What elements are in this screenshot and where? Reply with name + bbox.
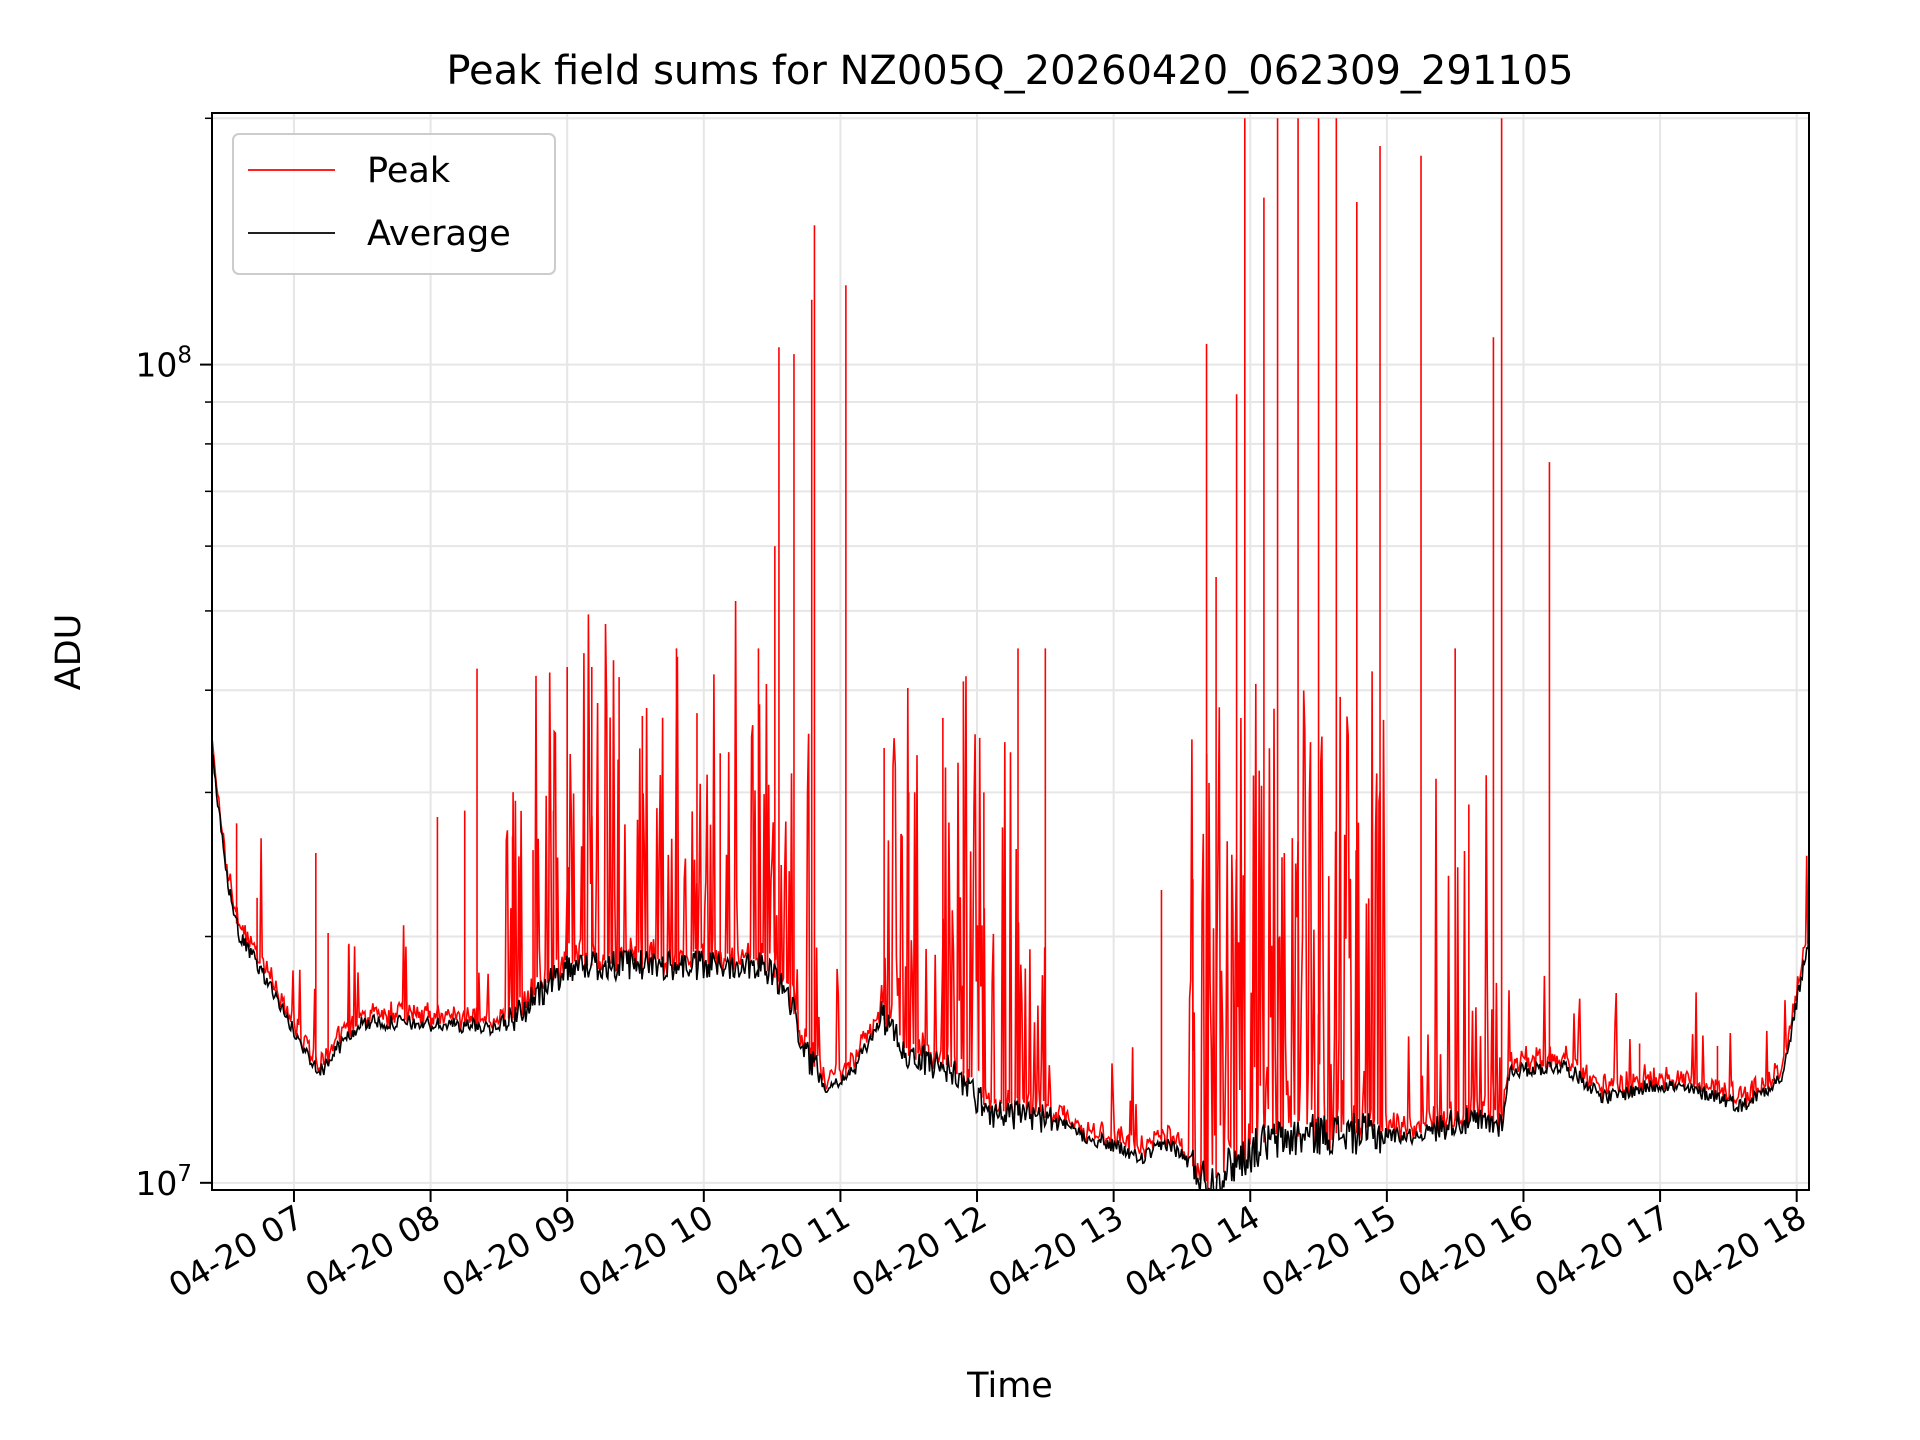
x-tick-label: 04-20 16 [1391,1197,1539,1305]
y-axis: 107 108 [135,117,212,1203]
plot-frame [211,112,1810,1191]
x-tick-label: 04-20 14 [1118,1197,1266,1305]
x-tick-label: 04-20 18 [1665,1197,1813,1305]
peak-series-line [212,600,1809,1190]
y-tick-label: 107 [135,1161,192,1203]
legend-average-label: Average [367,214,511,254]
legend: Peak Average [232,133,556,275]
x-tick-label: 04-20 08 [299,1197,447,1305]
x-axis-label: Time [966,1366,1053,1406]
x-tick-label: 04-20 07 [162,1197,310,1305]
chart-title: Peak field sums for NZ005Q_20260420_0623… [446,48,1573,94]
legend-box [232,133,556,275]
y-axis-label: ADU [49,614,89,691]
x-tick-label: 04-20 13 [982,1197,1130,1305]
average-series-line [212,753,1809,1190]
average-series [212,753,1809,1190]
y-tick-label: 108 [135,343,192,385]
x-tick-label: 04-20 17 [1528,1197,1676,1305]
legend-peak-label: Peak [367,151,451,191]
x-tick-label: 04-20 09 [435,1197,583,1305]
x-tick-label: 04-20 11 [708,1197,856,1305]
peak-series [212,118,1809,1190]
plot-area [212,118,1809,1190]
x-tick-label: 04-20 12 [845,1197,993,1305]
x-tick-label: 04-20 15 [1255,1197,1403,1305]
x-tick-label: 04-20 10 [572,1197,720,1305]
